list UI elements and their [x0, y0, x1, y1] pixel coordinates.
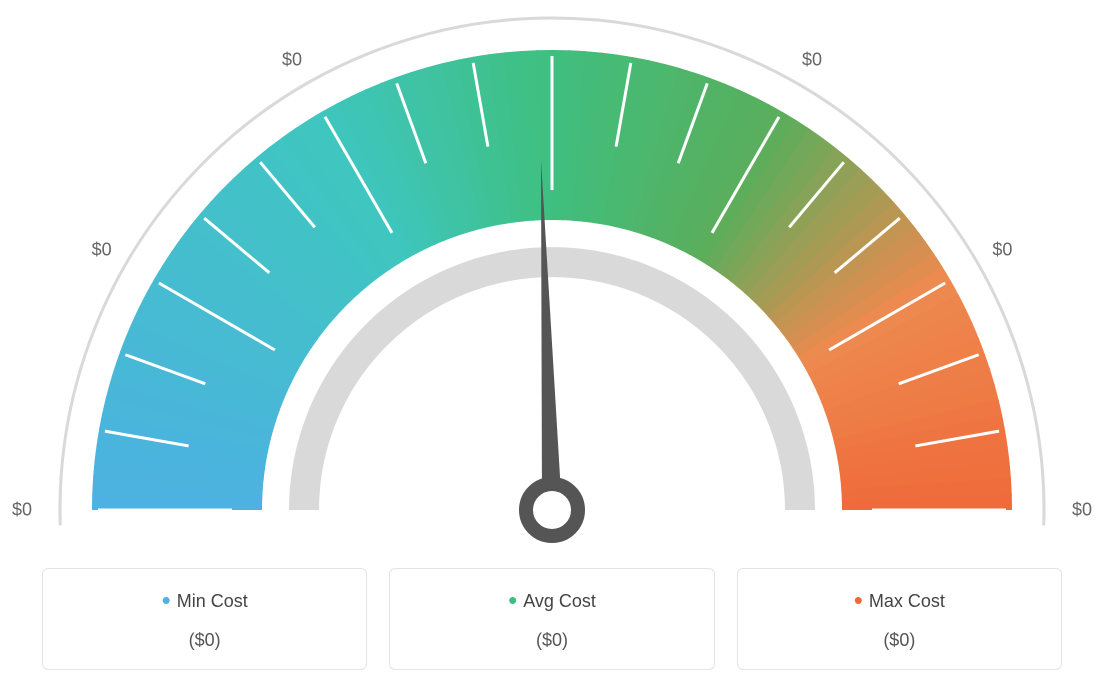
- legend-value-max: ($0): [738, 630, 1061, 651]
- scale-label: $0: [12, 500, 32, 521]
- scale-label: $0: [802, 49, 822, 70]
- scale-label: $0: [1072, 500, 1092, 521]
- legend-label-min: Min Cost: [43, 585, 366, 616]
- scale-label: $0: [92, 240, 112, 261]
- scale-label: $0: [992, 240, 1012, 261]
- legend-row: Min Cost ($0) Avg Cost ($0) Max Cost ($0…: [42, 568, 1062, 670]
- legend-box-min: Min Cost ($0): [42, 568, 367, 670]
- gauge-chart-container: $0$0$0$0$0$0$0 Min Cost ($0) Avg Cost ($…: [0, 0, 1104, 690]
- scale-label: $0: [282, 49, 302, 70]
- legend-value-avg: ($0): [390, 630, 713, 651]
- legend-label-avg: Avg Cost: [390, 585, 713, 616]
- legend-box-max: Max Cost ($0): [737, 568, 1062, 670]
- gauge-svg: [0, 0, 1104, 565]
- legend-box-avg: Avg Cost ($0): [389, 568, 714, 670]
- legend-label-max: Max Cost: [738, 585, 1061, 616]
- gauge-area: [0, 0, 1104, 565]
- legend-value-min: ($0): [43, 630, 366, 651]
